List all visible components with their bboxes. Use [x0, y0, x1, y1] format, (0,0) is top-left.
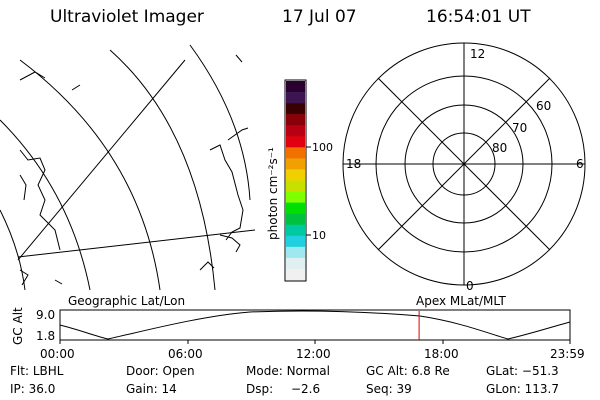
- colorbar-tick-label-100: 100: [312, 141, 333, 154]
- door-label: Door:: [126, 364, 159, 378]
- colorbar-tick-label-10: 10: [312, 229, 326, 242]
- map-lat-arc-3: [19, 59, 161, 291]
- mlat-label-80: 80: [492, 141, 507, 155]
- door-value: Open: [162, 364, 195, 378]
- status-seq: Seq: 39: [366, 382, 412, 396]
- timeline-tick-label-1: 06:00: [168, 347, 203, 361]
- colorbar-block: [286, 169, 305, 181]
- status-mode: Mode: Normal: [246, 364, 330, 378]
- status-filter: Flt: LBHL: [10, 364, 63, 378]
- colorbar-block: [286, 136, 305, 148]
- status-door: Door: Open: [126, 364, 195, 378]
- dsp-label: Dsp:: [246, 382, 274, 396]
- map-meridian-1: [17, 59, 186, 261]
- colorbar-block: [286, 180, 305, 192]
- status-gain: Gain: 14: [126, 382, 177, 396]
- timeline-tick-label-4: 23:59: [550, 347, 585, 361]
- coastline-3: [19, 269, 63, 286]
- colorbar-block: [286, 147, 305, 159]
- colorbar: [284, 79, 311, 282]
- map-lat-arc-2: [0, 119, 91, 291]
- status-ip: IP: 36.0: [10, 382, 55, 396]
- filter-label: Flt:: [10, 364, 29, 378]
- polar-plot: [342, 42, 586, 286]
- colorbar-block: [286, 158, 305, 170]
- mlat-label-70: 70: [512, 121, 527, 135]
- colorbar-frame: [284, 79, 307, 282]
- instrument-title: Ultraviolet Imager: [50, 7, 204, 27]
- colorbar-block: [286, 213, 305, 226]
- mlt-label-0: 0: [466, 279, 474, 293]
- colorbar-block: [286, 224, 305, 237]
- geographic-map: [0, 44, 256, 291]
- map-lat-arc-5: [189, 44, 251, 201]
- timeline-ymax: 9.0: [36, 308, 55, 322]
- colorbar-blocks: [286, 81, 305, 281]
- seq-value: 39: [396, 382, 412, 396]
- time-label: 16:54:01 UT: [426, 7, 531, 27]
- mlt-label-18: 18: [346, 157, 361, 171]
- gc-alt-label: GC Alt:: [366, 364, 408, 378]
- coastline-1: [19, 71, 61, 251]
- colorbar-block: [286, 191, 305, 203]
- timeline-ymin: 1.8: [36, 329, 55, 343]
- altitude-curve: [59, 310, 571, 340]
- glon-label: GLon:: [486, 382, 521, 396]
- timeline-tick-label-2: 12:00: [296, 347, 331, 361]
- colorbar-block: [286, 257, 305, 270]
- apex-mlat-mlt-label: Apex MLat/MLT: [416, 294, 506, 308]
- gain-label: Gain:: [126, 382, 158, 396]
- status-dsp: Dsp: −2.6: [246, 382, 320, 396]
- colorbar-block: [286, 125, 305, 137]
- colorbar-block: [286, 268, 305, 281]
- coastline-5: [71, 54, 243, 91]
- status-gc-alt: GC Alt: 6.8 Re: [366, 364, 450, 378]
- glat-value: −51.3: [521, 364, 559, 378]
- coastline-2: [199, 144, 244, 271]
- mlt-label-6: 6: [576, 157, 584, 171]
- colorbar-block: [286, 246, 305, 259]
- colorbar-block: [286, 81, 305, 93]
- timeline-tick-label-3: 18:00: [424, 347, 459, 361]
- gc-alt-value: 6.8 Re: [411, 364, 450, 378]
- ip-value: 36.0: [28, 382, 56, 396]
- geographic-latlon-label: Geographic Lat/Lon: [68, 294, 186, 308]
- timeline-tick-label-0: 00:00: [40, 347, 75, 361]
- colorbar-block: [286, 103, 305, 115]
- timeline-frame: [59, 309, 571, 341]
- filter-value: LBHL: [32, 364, 64, 378]
- colorbar-block: [286, 114, 305, 126]
- ip-label: IP:: [10, 382, 25, 396]
- dsp-value: −2.6: [290, 382, 321, 396]
- mlat-label-60: 60: [536, 99, 551, 113]
- altitude-timeline: [59, 309, 571, 344]
- colorbar-block: [286, 202, 305, 214]
- date-label: 17 Jul 07: [282, 7, 357, 27]
- status-glat: GLat: −51.3: [486, 364, 559, 378]
- glat-label: GLat:: [486, 364, 519, 378]
- gain-value: 14: [161, 382, 177, 396]
- mode-label: Mode:: [246, 364, 283, 378]
- polar-diagonal-2: [377, 77, 551, 251]
- mlt-label-12: 12: [470, 47, 485, 61]
- map-lat-arc-4: [109, 49, 216, 291]
- mode-value: Normal: [286, 364, 330, 378]
- seq-label: Seq:: [366, 382, 393, 396]
- timeline-ylabel: GC Alt: [11, 307, 25, 345]
- status-glon: GLon: 113.7: [486, 382, 559, 396]
- colorbar-unit-label: photon cm⁻²s⁻¹: [266, 147, 280, 240]
- colorbar-block: [286, 92, 305, 104]
- coastline-4: [227, 127, 249, 141]
- map-meridian-2: [17, 229, 256, 258]
- map-lat-arc-1: [0, 209, 26, 291]
- glon-value: 113.7: [524, 382, 559, 396]
- colorbar-block: [286, 235, 305, 248]
